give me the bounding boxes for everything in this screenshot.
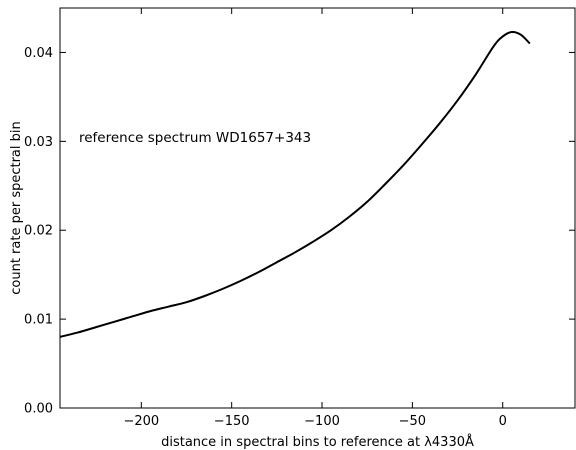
series-line — [59, 30, 531, 338]
x-tick-label: 0 — [499, 414, 507, 429]
x-tick-label: −200 — [123, 414, 159, 429]
x-axis-label: distance in spectral bins to reference a… — [161, 434, 474, 450]
y-tick-label: 0.03 — [24, 135, 53, 150]
x-axis: −200 −150 −100 −50 0 — [123, 8, 507, 429]
plot-frame — [59, 7, 576, 409]
y-axis: 0.00 0.01 0.02 0.03 0.04 — [24, 46, 575, 417]
x-tick-label: −150 — [214, 414, 250, 429]
series-layer — [59, 30, 531, 338]
x-tick-label: −50 — [399, 414, 426, 429]
y-tick-label: 0.04 — [24, 46, 53, 61]
y-tick-label: 0.01 — [24, 313, 53, 328]
annotation: reference spectrum WD1657+343 — [79, 130, 311, 146]
x-tick-label: −100 — [304, 414, 340, 429]
y-tick-label: 0.02 — [24, 224, 53, 239]
y-axis-label: count rate per spectral bin — [9, 121, 24, 295]
y-tick-label: 0.00 — [24, 402, 53, 417]
